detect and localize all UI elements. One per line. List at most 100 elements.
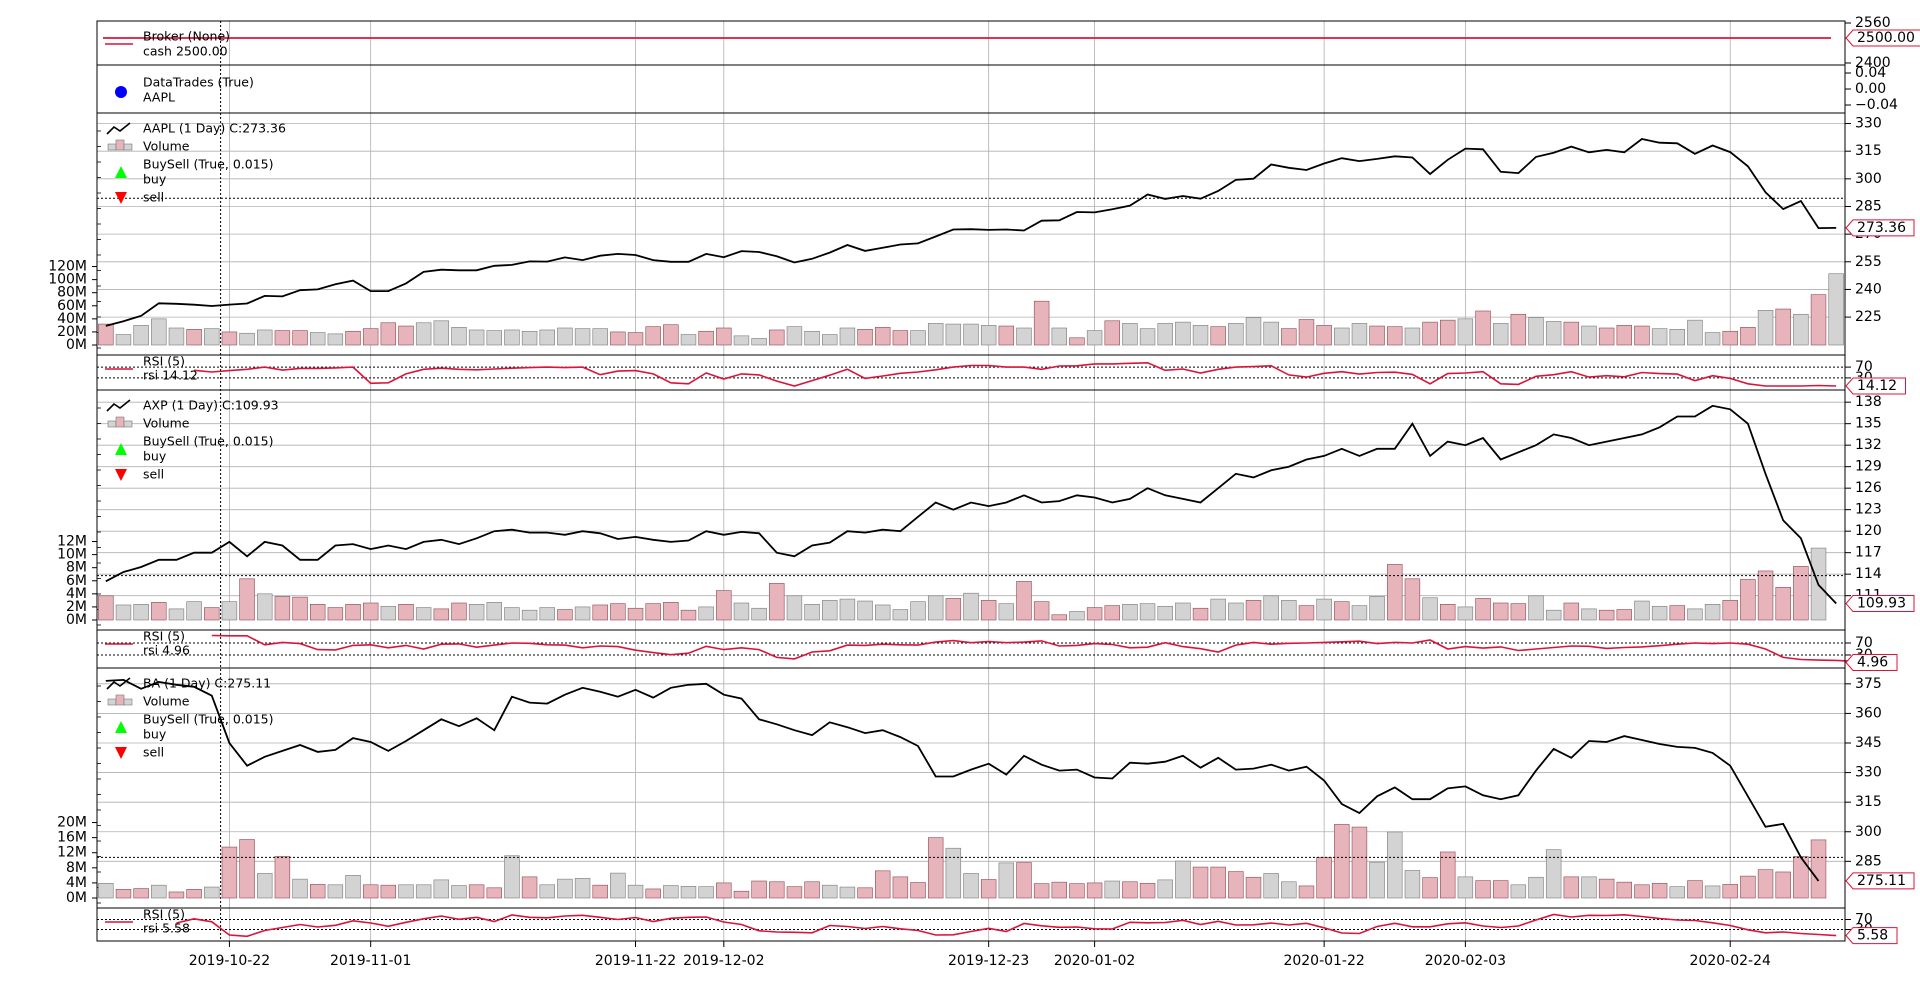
axp-volume-bar-44: [875, 604, 891, 621]
ba-volume-bar-0: [98, 882, 114, 899]
axp-volume-bar-0: [98, 595, 114, 621]
axp-volume-bar-69: [1316, 598, 1332, 621]
axp-volume-bar-96: [1793, 566, 1809, 621]
axp-volume-bar-13: [327, 607, 344, 621]
ba-volume-bar-67: [1281, 881, 1297, 899]
axp-volume-bar-95: [1775, 587, 1791, 621]
aapl-close-line: [105, 138, 1837, 327]
axp-volume-bar-93: [1740, 579, 1756, 621]
ba-volume-bar-38: [769, 881, 785, 899]
broker-legend-title: Broker (None): [143, 29, 230, 44]
aapl-volume-bar-21: [468, 329, 485, 346]
axp-volume-bar-92: [1722, 600, 1738, 621]
ba-volume-bar-52: [1016, 862, 1032, 899]
ba-close-badge-box: [1845, 872, 1915, 890]
ba-volume-bar-14: [345, 875, 361, 899]
axp-volume-bar-18: [415, 607, 432, 621]
ba-volume-bar-74: [1404, 870, 1421, 899]
axp-volume-bar-84: [1581, 608, 1597, 621]
aapl-volume-bar-63: [1210, 326, 1226, 346]
aapl-volume-bar-90: [1687, 319, 1703, 346]
ba-volume-bar-57: [1104, 880, 1120, 899]
axp-volume-bar-22: [486, 602, 502, 621]
trades-legend-title: DataTrades (True): [143, 75, 254, 90]
x-tick-label-4: 2019-12-23: [948, 953, 1029, 969]
ba-volume-bar-1: [115, 889, 132, 899]
ba-panel-frame: [96, 667, 1846, 909]
aapl-price-tick-6: 240: [1855, 281, 1882, 297]
datatrades-legend-dot: [115, 86, 127, 98]
aapl-volume-bar-64: [1228, 323, 1244, 346]
axp-volume-bar-19: [433, 608, 450, 621]
aapl-volume-bar-13: [327, 333, 344, 346]
ba-volume-bar-42: [839, 886, 856, 899]
axp-legend-volume-icon-b: [115, 416, 125, 428]
axp-legend-volume: Volume: [143, 416, 190, 431]
aapl-volume-bar-62: [1192, 325, 1209, 346]
broker-ytick-0: 2560: [1855, 15, 1891, 31]
ba-volume-bar-33: [680, 886, 697, 899]
aapl-volume-bar-36: [733, 335, 750, 346]
aapl-vol-tick-4: 40M: [57, 311, 87, 327]
axp-volume-bar-60: [1157, 605, 1173, 621]
ba-price-tick-5: 300: [1855, 824, 1882, 840]
x-tick-label-2: 2019-11-22: [595, 953, 676, 969]
ba-volume-bar-96: [1793, 856, 1809, 899]
ba-volume-bar-65: [1245, 876, 1262, 899]
aapl-price-tick-7: 225: [1855, 309, 1882, 325]
axp-volume-bar-23: [504, 607, 520, 621]
aapl-vol-tick-1: 100M: [48, 272, 87, 288]
axp-volume-bar-2: [133, 604, 149, 621]
ba-volume-bar-85: [1598, 878, 1615, 899]
aapl-volume-bar-12: [309, 332, 326, 346]
aapl-legend-buy: buy: [143, 172, 167, 187]
axp-volume-bar-52: [1016, 581, 1032, 621]
aapl-volume-bar-0: [98, 323, 114, 346]
aapl-legend-title: AAPL (1 Day) C:273.36: [143, 121, 286, 136]
aapl-volume-bar-26: [557, 327, 573, 346]
axp-volume-bar-25: [539, 607, 555, 621]
axp-volume-bar-58: [1122, 604, 1138, 621]
axp-legend-volume-icon-c: [123, 420, 133, 428]
x-tick-label-6: 2020-01-22: [1283, 953, 1364, 969]
axp-volume-bar-38: [769, 583, 785, 621]
ba-legend-title: BA (1 Day) C:275.11: [143, 676, 271, 691]
aapl-volume-bar-81: [1528, 317, 1544, 346]
ba-vol-tick-0: 20M: [57, 815, 87, 831]
aapl-volume-bar-32: [663, 324, 679, 346]
axp-legend-title: AXP (1 Day) C:109.93: [143, 398, 279, 413]
ba-price-tick-0: 375: [1855, 676, 1882, 692]
ba-volume-bar-26: [557, 878, 573, 899]
axp-volume-bar-15: [362, 602, 379, 621]
ba-price-tick-3: 330: [1855, 765, 1882, 781]
aapl-volume-bar-76: [1440, 319, 1456, 346]
axp-volume-bar-9: [257, 593, 273, 621]
ba-volume-bar-61: [1175, 860, 1191, 899]
axp-volume-bar-37: [751, 607, 767, 621]
axp-volume-bar-35: [716, 590, 732, 621]
aapl-volume-bar-10: [274, 330, 291, 346]
ba-volume-bar-16: [380, 884, 397, 899]
ba-vol-tick-5: 0M: [66, 890, 87, 906]
axp-volume-bar-45: [892, 609, 909, 621]
aapl-volume-bar-39: [786, 326, 803, 346]
axp-volume-bar-51: [998, 603, 1015, 621]
axp-volume-bar-41: [822, 600, 838, 621]
aapl-volume-bar-73: [1387, 326, 1403, 346]
ba-volume-bar-15: [362, 884, 379, 899]
aapl-price-tick-5: 255: [1855, 254, 1882, 270]
aapl-volume-bar-24: [521, 330, 538, 346]
axp-volume-bar-6: [204, 607, 220, 621]
aapl-volume-bar-68: [1298, 319, 1315, 346]
axp-volume-bar-54: [1051, 614, 1067, 621]
ba-volume-bar-27: [574, 878, 591, 899]
aapl-volume-bar-58: [1122, 323, 1138, 346]
aapl-volume-bar-1: [115, 334, 132, 346]
axp-rsi-tick-0: 70: [1855, 635, 1873, 651]
aapl-legend-volume-icon-a: [107, 143, 117, 151]
aapl-volume-bar-42: [839, 327, 856, 346]
aapl-volume-bar-72: [1369, 325, 1385, 346]
ba-volume-bar-23: [504, 855, 520, 899]
ba-volume-bar-11: [292, 878, 308, 899]
axp-close-badge: 109.93: [1857, 596, 1906, 612]
